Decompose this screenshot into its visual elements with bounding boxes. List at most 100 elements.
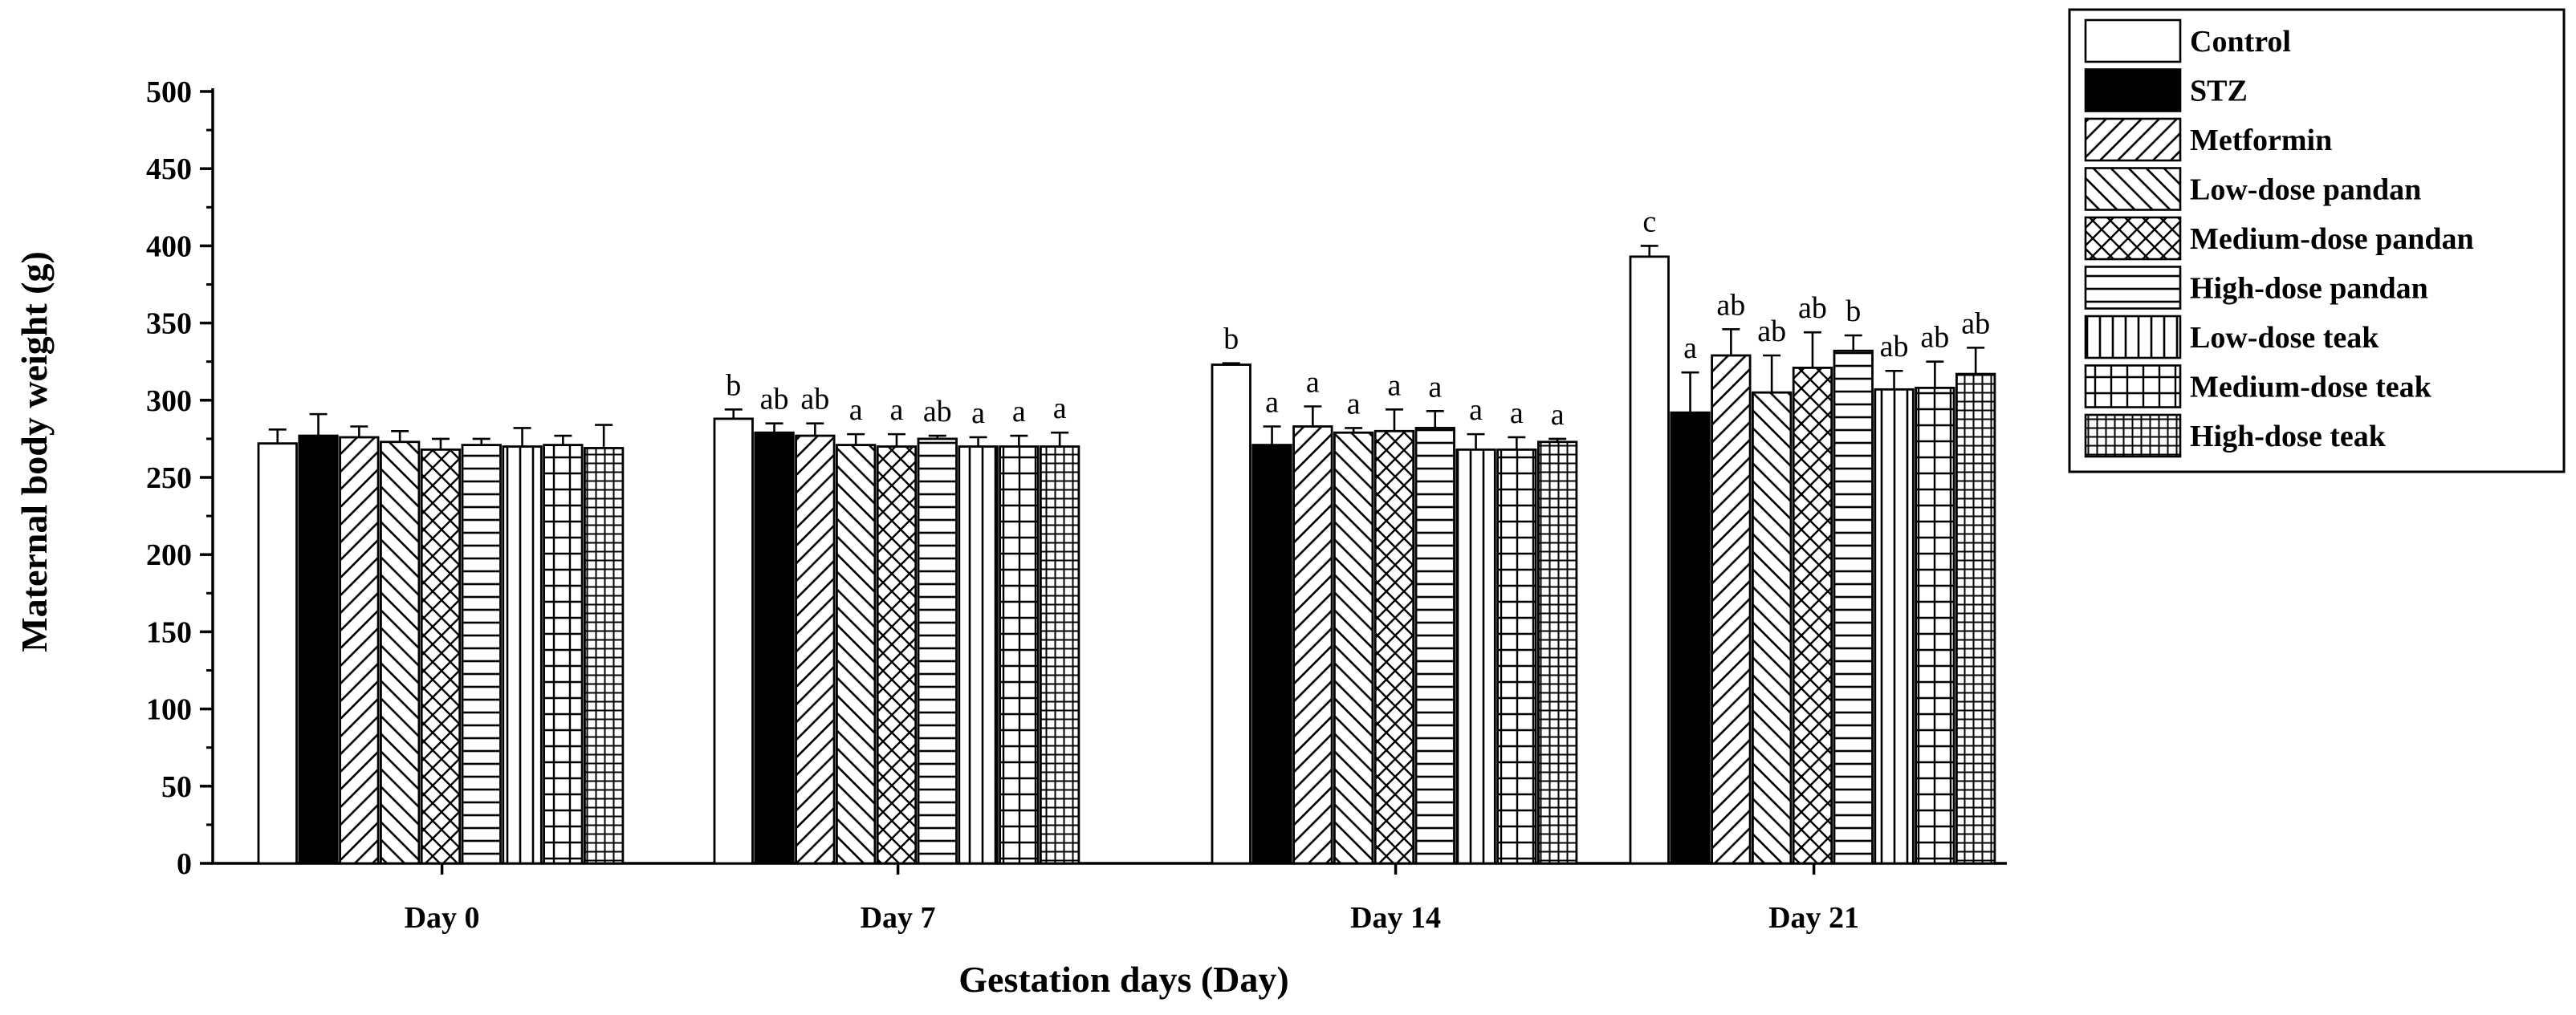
- y-tick-label: 50: [161, 770, 192, 804]
- significance-label: a: [1428, 370, 1442, 404]
- significance-label: ab: [923, 395, 952, 428]
- bar: [876, 445, 918, 865]
- significance-label: a: [1510, 396, 1524, 430]
- legend-swatch: [2084, 266, 2182, 310]
- significance-label: a: [1469, 393, 1483, 427]
- significance-label: ab: [1757, 315, 1786, 348]
- legend-label: Low-dose teak: [2190, 321, 2379, 355]
- bar: [339, 436, 380, 865]
- y-tick-label: 400: [146, 229, 192, 263]
- legend-label: High-dose teak: [2190, 420, 2387, 453]
- significance-label: a: [1388, 368, 1402, 402]
- y-tick-label: 350: [146, 307, 192, 341]
- bar: [1211, 363, 1251, 865]
- bar: [1955, 372, 1996, 865]
- significance-label: ab: [760, 383, 789, 416]
- legend-swatch: [2084, 18, 2182, 63]
- y-tick-label: 300: [146, 384, 192, 418]
- legend-label: Low-dose pandan: [2190, 173, 2421, 207]
- bar: [1414, 427, 1455, 865]
- bar: [1040, 445, 1080, 865]
- bar: [1292, 425, 1333, 865]
- y-axis: 0 50 100 150 200 250 300 350 400 450 500: [146, 75, 214, 881]
- legend: Control STZ Metformin Low-dose pandan Medium…: [2068, 8, 2566, 473]
- significance-label: b: [726, 368, 741, 402]
- significance-label: a: [890, 393, 904, 427]
- legend-label: Medium-dose pandan: [2190, 222, 2474, 256]
- significance-label: a: [1265, 386, 1279, 420]
- legend-swatch: [2084, 167, 2182, 211]
- significance-label: a: [1347, 387, 1361, 420]
- significance-label: a: [1551, 398, 1565, 432]
- bar: [1537, 441, 1578, 865]
- bar: [917, 437, 958, 865]
- bar: [754, 431, 795, 865]
- significance-label: c: [1642, 205, 1656, 238]
- y-tick-label: 450: [146, 152, 192, 186]
- significance-label: ab: [1920, 321, 1949, 355]
- bar: [1333, 431, 1374, 865]
- y-tick-label: 250: [146, 461, 192, 495]
- legend-label: High-dose pandan: [2190, 272, 2428, 306]
- y-tick-label: 200: [146, 538, 192, 572]
- legend-label: Control: [2190, 25, 2291, 59]
- x-axis-title: Gestation days (Day): [958, 959, 1288, 1000]
- bar: [1670, 411, 1711, 865]
- bar: [1455, 448, 1496, 865]
- legend-label: STZ: [2190, 75, 2248, 108]
- bar: [958, 445, 999, 865]
- bar: [298, 434, 339, 865]
- bar: [1874, 388, 1915, 865]
- significance-label: ab: [1961, 307, 1990, 340]
- x-tick-label: Day 7: [861, 901, 936, 935]
- x-tick-label: Day 0: [405, 901, 480, 935]
- bar: [379, 441, 421, 865]
- bar: [1915, 387, 1955, 865]
- bar: [795, 434, 836, 865]
- significance-label: ab: [1798, 291, 1827, 325]
- significance-label: a: [1012, 395, 1026, 428]
- significance-label: a: [1306, 365, 1320, 399]
- significance-label: b: [1846, 294, 1861, 328]
- y-axis-title: Maternal body weight (g): [14, 251, 55, 652]
- y-tick-label: 500: [146, 75, 192, 109]
- bar: [1251, 444, 1292, 865]
- bar: [584, 447, 625, 865]
- x-tick-label: Day 14: [1350, 901, 1441, 935]
- significance-label: a: [1683, 331, 1697, 365]
- bar: [1629, 255, 1670, 865]
- y-tick-label: 150: [146, 615, 192, 649]
- bar: [257, 442, 298, 865]
- bar: [420, 448, 462, 865]
- bar: [1751, 391, 1793, 865]
- bar: [543, 444, 584, 865]
- legend-swatch: [2084, 364, 2182, 408]
- bar: [836, 444, 877, 865]
- significance-label: ab: [1716, 288, 1745, 322]
- bar: [713, 417, 754, 865]
- x-axis: Day 0 Day 7 Day 14 Day 21: [211, 862, 2007, 935]
- legend-swatch: [2084, 68, 2182, 112]
- legend-swatch: [2084, 413, 2182, 458]
- legend-label: Metformin: [2190, 124, 2332, 157]
- bar: [461, 444, 502, 865]
- significance-label: b: [1223, 323, 1239, 356]
- bar: [1373, 429, 1415, 865]
- bar: [1496, 448, 1537, 865]
- legend-swatch: [2084, 216, 2182, 261]
- bar: [1711, 354, 1752, 865]
- bar: [502, 445, 543, 865]
- y-tick-label: 0: [177, 847, 192, 881]
- y-tick-label: 100: [146, 693, 192, 727]
- bar: [999, 445, 1040, 865]
- x-tick-label: Day 21: [1768, 901, 1859, 935]
- significance-label: ab: [1880, 330, 1909, 363]
- significance-label: a: [1053, 392, 1067, 425]
- significance-label: a: [971, 396, 985, 430]
- legend-label: Medium-dose teak: [2190, 371, 2432, 404]
- legend-swatch: [2084, 315, 2182, 359]
- bar: [1792, 366, 1833, 865]
- legend-swatch: [2084, 117, 2182, 162]
